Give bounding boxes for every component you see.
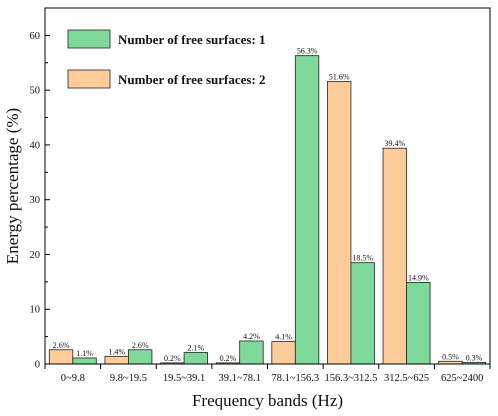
data-label-series2-0: 1.1% [76,349,93,358]
bars-layer [48,55,487,365]
data-label-series1-5: 51.6% [329,72,350,81]
y-tick-label: 40 [30,140,41,151]
legend-label-series1: Number of free surfaces: 2 [118,72,266,87]
data-label-series1-6: 39.4% [384,139,405,148]
bar-series2-4 [294,55,320,365]
y-tick-label: 30 [30,195,41,206]
bar-series2-0 [72,357,97,365]
data-label-series2-5: 18.5% [352,254,373,263]
legend: Number of free surfaces: 1 Number of free… [67,29,266,89]
bar-series1-0 [48,349,74,365]
x-tick-label: 0~9.8 [61,373,85,384]
data-label-series1-1: 1.4% [108,347,125,356]
bar-series1-5 [327,80,352,365]
data-label-series2-1: 2.6% [132,341,149,350]
y-tick-label: 10 [30,305,41,316]
data-label-series1-7: 0.5% [442,352,459,361]
data-label-series1-0: 2.6% [53,341,70,350]
data-label-series1-3: 0.2% [220,354,237,363]
bar-series2-3 [239,340,264,365]
x-tick-label: 625~2400 [441,373,483,384]
data-label-series1-2: 0.2% [164,354,181,363]
x-tick-label: 78.1~156.3 [271,373,319,384]
y-tick-label: 60 [30,31,41,42]
bar-series2-1 [128,349,153,365]
bar-series1-6 [382,147,407,365]
x-axis-title: Frequency bands (Hz) [192,391,343,410]
y-axis-title: Energy percentage (%) [3,108,22,264]
legend-swatch-series2 [67,29,111,49]
y-tick-label: 20 [30,250,41,261]
y-tick-label: 50 [30,86,41,97]
data-label-series1-4: 4.1% [275,333,292,342]
data-label-series2-6: 14.9% [408,273,429,282]
x-tick-label: 156.3~312.5 [324,373,377,384]
bar-series2-5 [350,262,375,365]
data-label-series2-2: 2.1% [187,343,204,352]
x-tick-label: 312.5~625 [384,373,429,384]
data-labels-layer: 2.6% 1.4% 0.2% 0.2% 4.1% 51.6% 39.4% 0.5% 1.1% 2.… [53,47,483,363]
y-tick-label: 0 [35,360,40,371]
data-label-series2-7: 0.3% [466,353,483,362]
data-label-series2-4: 56.3% [297,47,318,56]
x-tick-label: 19.5~39.1 [163,373,205,384]
legend-swatch-series1 [67,69,111,89]
bar-series1-1 [104,355,129,365]
bar-series2-2 [183,352,208,365]
x-tick-label: 39.1~78.1 [218,373,260,384]
y-axis: 0 10 20 30 40 50 60 [30,31,50,371]
legend-label-series2: Number of free surfaces: 1 [118,32,266,47]
x-tick-label: 9.8~19.5 [110,373,147,384]
data-label-series2-3: 4.2% [243,332,260,341]
bar-series2-6 [406,281,431,365]
bar-series1-4 [271,341,296,365]
x-axis: 0~9.8 9.8~19.5 19.5~39.1 39.1~78.1 78.1~156.… [44,364,491,384]
